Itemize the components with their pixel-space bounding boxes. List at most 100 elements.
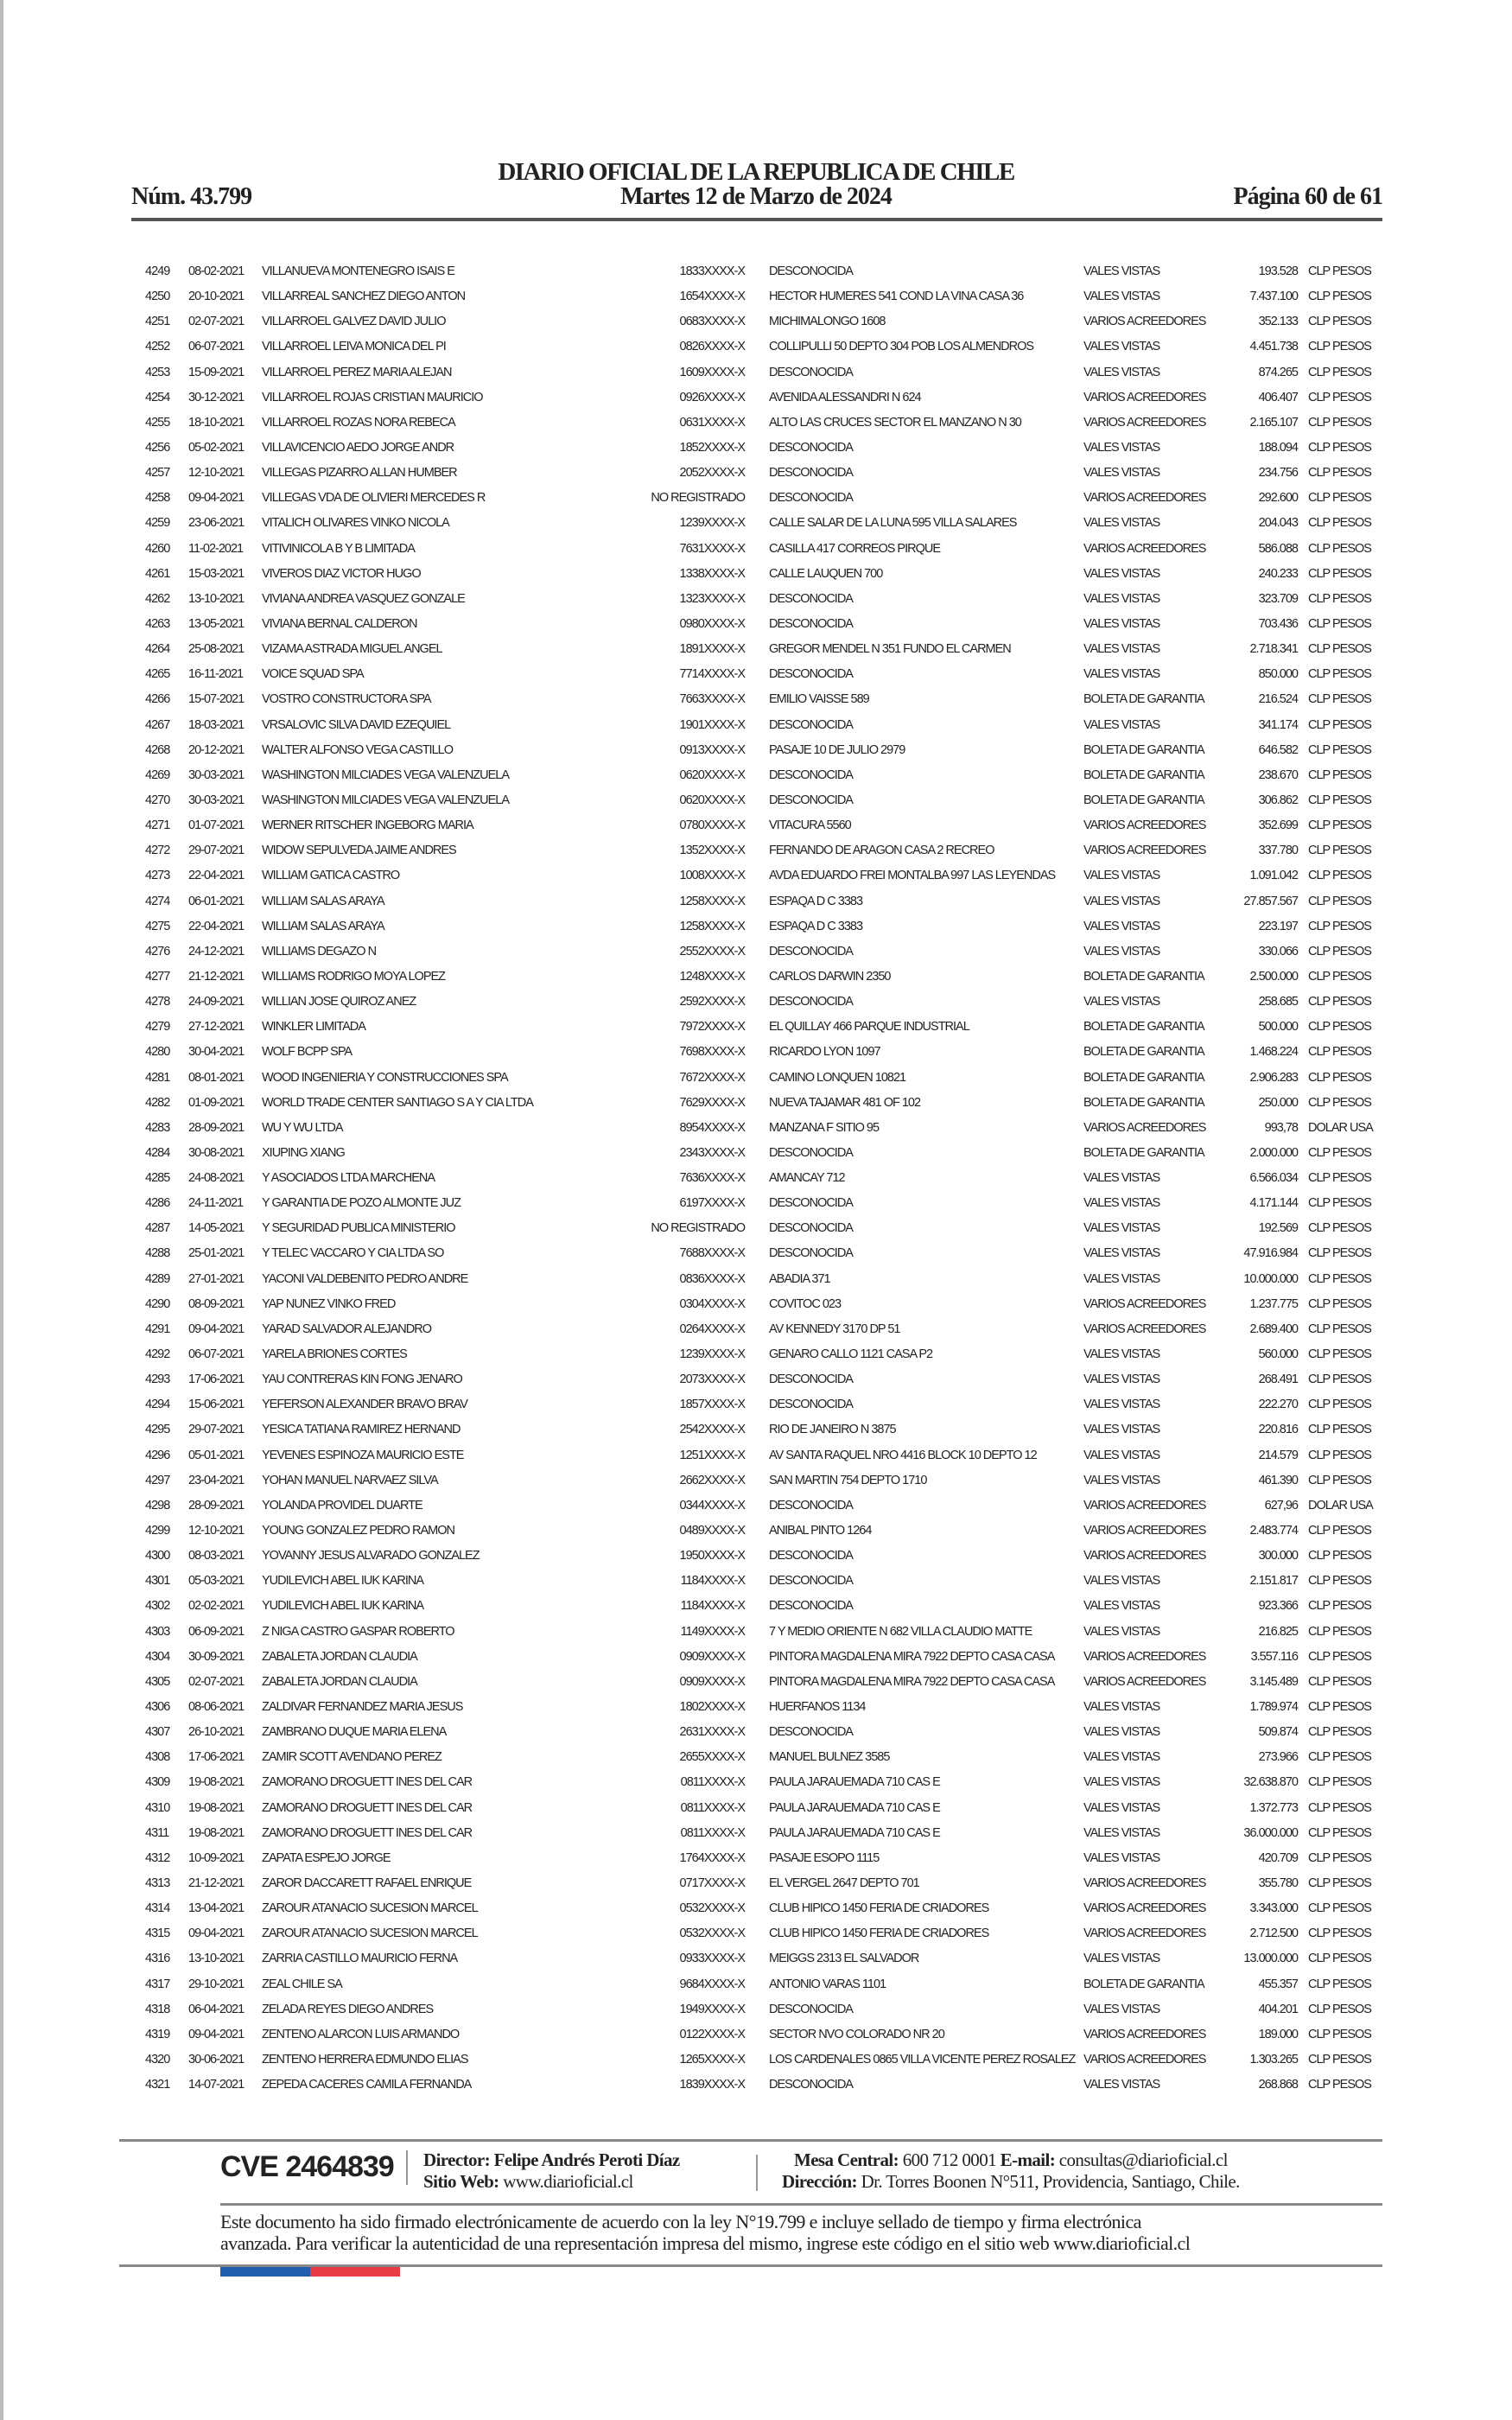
table-row: 4301 05-03-2021 YUDILEVICH ABEL IUK KARINA… xyxy=(0,1572,1512,1597)
currency: CLP PESOS xyxy=(1308,1649,1372,1664)
record-number: 4266 xyxy=(145,692,170,707)
issue-date: Martes 12 de Marzo de 2024 xyxy=(620,183,893,210)
record-number: 4255 xyxy=(145,415,170,430)
record-number: 4276 xyxy=(145,944,170,958)
rut: 0344XXXX-X xyxy=(679,1498,746,1512)
record-number: 4299 xyxy=(145,1524,170,1538)
address: 7 Y MEDIO ORIENTE N 682 VILLA CLAUDIO MA… xyxy=(769,1624,1032,1639)
record-number: 4273 xyxy=(145,869,170,883)
table-row: 4290 08-09-2021 YAP NUNEZ VINKO FRED 0304XX… xyxy=(0,1296,1512,1321)
rut: 0909XXXX-X xyxy=(679,1674,746,1689)
newspaper-title: DIARIO OFICIAL DE LA REPUBLICA DE CHILE xyxy=(498,158,1015,186)
table-row: 4277 21-12-2021 WILLIAMS RODRIGO MOYA LOPE… xyxy=(0,968,1512,993)
currency: CLP PESOS xyxy=(1308,1398,1372,1412)
table-row: 4261 15-03-2021 VIVEROS DIAZ VICTOR HUGO 13… xyxy=(0,565,1512,590)
amount: 188.094 xyxy=(1258,440,1299,455)
footer-separator xyxy=(406,2150,408,2185)
web-label: Sitio Web: xyxy=(423,2171,499,2192)
instrument-type: VALES VISTAS xyxy=(1083,440,1160,455)
instrument-type: VALES VISTAS xyxy=(1083,1448,1160,1462)
instrument-type: VALES VISTAS xyxy=(1083,264,1160,278)
record-date: 29-10-2021 xyxy=(188,1977,245,1991)
record-date: 27-12-2021 xyxy=(188,1020,245,1035)
record-date: 20-10-2021 xyxy=(188,290,245,304)
currency: CLP PESOS xyxy=(1308,1750,1372,1765)
address: DESCONOCIDA xyxy=(769,365,854,379)
record-date: 23-06-2021 xyxy=(188,516,245,531)
rut: 1764XXXX-X xyxy=(679,1850,746,1865)
currency: CLP PESOS xyxy=(1308,440,1372,455)
holder-name: Y ASOCIADOS LTDA MARCHENA xyxy=(262,1171,435,1186)
instrument-type: BOLETA DE GARANTIA xyxy=(1083,1977,1205,1991)
amount: 2.151.817 xyxy=(1249,1574,1299,1589)
instrument-type: VARIOS ACREEDORES xyxy=(1083,1120,1206,1135)
table-row: 4266 15-07-2021 VOSTRO CONSTRUCTORA SPA 766… xyxy=(0,691,1512,716)
email-link[interactable]: consultas@diarioficial.cl xyxy=(1058,2149,1229,2170)
rut: 1839XXXX-X xyxy=(679,2078,746,2092)
issue-number: Núm. 43.799 xyxy=(131,183,252,210)
holder-name: ZAMBRANO DUQUE MARIA ELENA xyxy=(262,1725,447,1740)
rut: 1609XXXX-X xyxy=(679,365,746,379)
currency: CLP PESOS xyxy=(1308,944,1372,958)
rut: 7663XXXX-X xyxy=(679,692,746,707)
record-date: 01-07-2021 xyxy=(188,818,245,833)
record-date: 30-12-2021 xyxy=(188,390,245,404)
holder-name: WOOD INGENIERIA Y CONSTRUCCIONES SPA xyxy=(262,1070,509,1085)
table-row: 4321 14-07-2021 ZEPEDA CACERES CAMILA FERN… xyxy=(0,2076,1512,2101)
table-row: 4269 30-03-2021 WASHINGTON MILCIADES VEGA … xyxy=(0,767,1512,792)
rut: 0532XXXX-X xyxy=(679,1926,746,1941)
table-row: 4274 06-01-2021 WILLIAM SALAS ARAYA 1258XXX… xyxy=(0,893,1512,918)
address: DESCONOCIDA xyxy=(769,1372,854,1387)
holder-name: VRSALOVIC SILVA DAVID EZEQUIEL xyxy=(262,717,451,732)
rut: 0980XXXX-X xyxy=(679,616,746,631)
holder-name: WILLIAM GATICA CASTRO xyxy=(262,869,400,883)
footer-mid-rule xyxy=(220,2203,1382,2206)
holder-name: YEVENES ESPINOZA MAURICIO ESTE xyxy=(262,1448,464,1462)
amount: 500.000 xyxy=(1258,1020,1299,1035)
record-number: 4293 xyxy=(145,1372,170,1387)
record-number: 4305 xyxy=(145,1674,170,1689)
instrument-type: VALES VISTAS xyxy=(1083,894,1160,908)
web-link[interactable]: www.diarioficial.cl xyxy=(503,2171,633,2192)
record-number: 4316 xyxy=(145,1952,170,1966)
currency: CLP PESOS xyxy=(1308,1423,1372,1437)
record-date: 10-09-2021 xyxy=(188,1850,245,1865)
address: MANUEL BULNEZ 3585 xyxy=(769,1750,890,1765)
instrument-type: VALES VISTAS xyxy=(1083,1221,1160,1236)
amount: 1.237.775 xyxy=(1249,1296,1299,1311)
currency: CLP PESOS xyxy=(1308,844,1372,858)
holder-name: VITIVINICOLA B Y B LIMITADA xyxy=(262,541,416,556)
address: DESCONOCIDA xyxy=(769,264,854,278)
rut: 1352XXXX-X xyxy=(679,844,746,858)
address: DESCONOCIDA xyxy=(769,491,854,506)
holder-name: WIDOW SEPULVEDA JAIME ANDRES xyxy=(262,844,457,858)
table-row: 4259 23-06-2021 VITALICH OLIVARES VINKO NI… xyxy=(0,514,1512,539)
address: SECTOR NVO COLORADO NR 20 xyxy=(769,2027,945,2041)
currency: CLP PESOS xyxy=(1308,1700,1372,1715)
record-number: 4256 xyxy=(145,440,170,455)
record-date: 02-07-2021 xyxy=(188,315,245,329)
instrument-type: VARIOS ACREEDORES xyxy=(1083,1876,1206,1890)
table-row: 4305 02-07-2021 ZABALETA JORDAN CLAUDIA 090… xyxy=(0,1673,1512,1698)
record-number: 4264 xyxy=(145,642,170,657)
record-number: 4298 xyxy=(145,1498,170,1512)
holder-name: VILLARROEL GALVEZ DAVID JULIO xyxy=(262,315,446,329)
address: DESCONOCIDA xyxy=(769,1145,854,1160)
instrument-type: VALES VISTAS xyxy=(1083,2002,1160,2016)
holder-name: WU Y WU LTDA xyxy=(262,1120,344,1135)
currency: CLP PESOS xyxy=(1308,1347,1372,1362)
record-number: 4318 xyxy=(145,2002,170,2016)
instrument-type: VARIOS ACREEDORES xyxy=(1083,1549,1206,1563)
amount: 192.569 xyxy=(1258,1221,1299,1236)
record-number: 4321 xyxy=(145,2078,170,2092)
holder-name: VILLAVICENCIO AEDO JORGE ANDR xyxy=(262,440,454,455)
holder-name: Z NIGA CASTRO GASPAR ROBERTO xyxy=(262,1624,455,1639)
record-date: 19-08-2021 xyxy=(188,1825,245,1840)
currency: DOLAR USA xyxy=(1308,1498,1374,1512)
amount: 220.816 xyxy=(1258,1423,1299,1437)
currency: CLP PESOS xyxy=(1308,1271,1372,1286)
currency: CLP PESOS xyxy=(1308,1825,1372,1840)
amount: 193.528 xyxy=(1258,264,1299,278)
instrument-type: VALES VISTAS xyxy=(1083,1750,1160,1765)
instrument-type: VALES VISTAS xyxy=(1083,642,1160,657)
